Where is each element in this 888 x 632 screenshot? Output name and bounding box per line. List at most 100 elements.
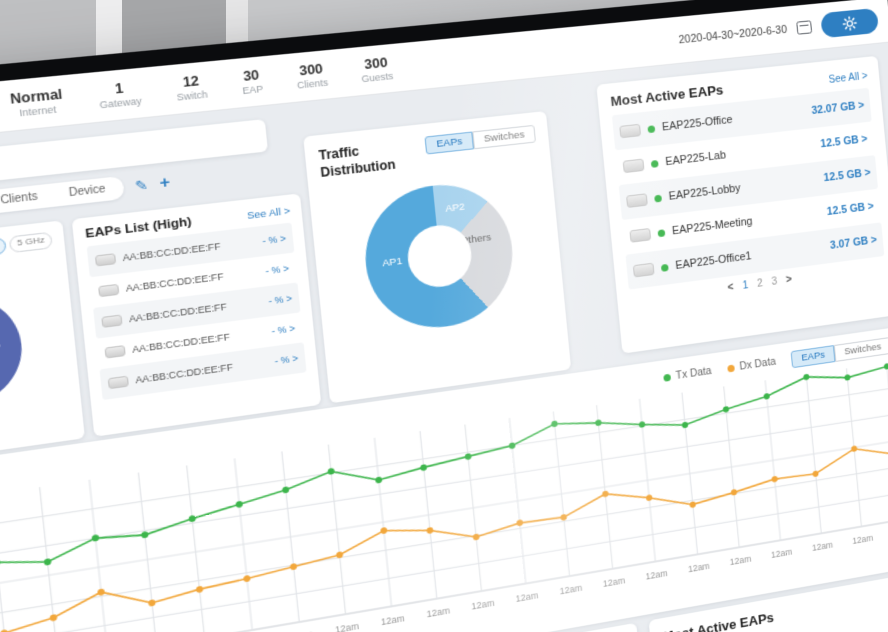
stat-label: Switch [176, 88, 209, 103]
data-point [730, 488, 738, 496]
eap-name: EAP225-Office [661, 113, 733, 134]
data-point [243, 574, 251, 583]
page-1[interactable]: 1 [742, 280, 749, 292]
stat-gateway: 1 Gateway [97, 79, 142, 110]
eap-value-link[interactable]: - % > [274, 352, 299, 367]
svg-text:12am: 12am [771, 547, 793, 560]
data-point [281, 486, 290, 494]
band-toggle: 2.4 GHz 5 GHz [0, 231, 53, 260]
data-point [560, 513, 568, 521]
eap-value-link[interactable]: - % > [261, 232, 287, 247]
data-point [551, 420, 558, 428]
add-widget-icon[interactable]: + [158, 173, 171, 193]
data-point [420, 463, 428, 472]
band-5ghz[interactable]: 5 GHz [9, 231, 53, 254]
access-point-icon [98, 283, 120, 298]
traffic-distribution-title: Traffic Distribution [318, 143, 397, 180]
eap-traffic-link[interactable]: 12.5 GB > [823, 166, 872, 185]
svg-text:12am: 12am [381, 613, 405, 627]
eap-traffic-link[interactable]: 12.5 GB > [820, 133, 869, 151]
settings-button[interactable] [820, 7, 879, 39]
eap-mac: AA:BB:CC:DD:EE:FF [122, 240, 221, 264]
data-point [601, 490, 609, 498]
traffic-distribution-card: Traffic Distribution EAPs Switches AP2 O… [303, 111, 572, 404]
data-point [771, 475, 778, 483]
eap-traffic-link[interactable]: 12.5 GB > [826, 200, 875, 219]
stat-value: 1 [114, 80, 125, 97]
data-point [43, 558, 52, 566]
tab-device[interactable]: Device [68, 183, 107, 200]
slice-label-ap1: AP1 [381, 255, 403, 270]
page-2[interactable]: 2 [756, 278, 764, 290]
eap-name: EAP225-Meeting [671, 215, 753, 238]
channel-utilization-donut: 60% 25% 15% 120 TOTAL [0, 291, 27, 414]
stat-clients: 300 Clients [295, 61, 329, 91]
stat-label: Internet [18, 103, 57, 119]
data-point [49, 613, 58, 622]
access-point-icon [104, 345, 126, 359]
access-point-icon [101, 314, 123, 328]
tab-clients[interactable]: Clients [0, 190, 39, 208]
data-point [812, 470, 819, 478]
most-active-see-all-link[interactable]: See All > [828, 70, 868, 86]
eap-mac: AA:BB:CC:DD:EE:FF [134, 361, 234, 386]
eap-value-link[interactable]: - % > [268, 292, 293, 307]
eap-value-link[interactable]: - % > [264, 262, 290, 277]
eap-mac: AA:BB:CC:DD:EE:FF [125, 270, 225, 294]
svg-text:12am: 12am [852, 533, 873, 546]
traffic-activities-card: Traffic Activities Tx Data Dx Data [0, 326, 888, 632]
status-dot [660, 263, 669, 272]
data-point [883, 363, 888, 370]
data-point [91, 534, 100, 542]
edit-icon[interactable]: ✎ [134, 175, 149, 194]
band-24ghz[interactable]: 2.4 GHz [0, 236, 8, 260]
svg-text:12am: 12am [426, 606, 450, 620]
data-point [689, 501, 697, 509]
eap-traffic-link[interactable]: 32.07 GB > [811, 99, 865, 118]
eaps-list-card: EAPs List (High) See All > AA:BB:CC:DD:E… [71, 193, 322, 437]
stat-label: EAP [241, 82, 264, 96]
data-point [327, 467, 335, 476]
eap-traffic-link[interactable]: 3.07 GB > [829, 233, 878, 252]
data-point [638, 421, 646, 429]
access-point-icon [626, 193, 648, 208]
next-page-button[interactable]: > [785, 274, 793, 286]
stat-value: 30 [242, 67, 260, 85]
eaps-list-see-all-link[interactable]: See All > [246, 205, 291, 223]
svg-text:12am: 12am [645, 568, 668, 581]
date-range[interactable]: 2020-04-30~2020-6-30 [678, 23, 788, 46]
calendar-icon[interactable] [796, 20, 813, 35]
svg-text:12am: 12am [688, 561, 710, 574]
eap-value-link[interactable]: - % > [271, 322, 296, 337]
top-header: P tp-link omada Normal Internet 1 Gatewa… [0, 0, 888, 159]
most-active-rows: EAP225-Office 32.07 GB > EAP225-Lab 12.5… [611, 87, 885, 290]
data-point [844, 374, 852, 381]
status-dot [647, 124, 656, 133]
status-dot [657, 228, 666, 237]
slice-label-ap2: AP2 [444, 200, 466, 215]
svg-text:12am: 12am [515, 590, 539, 604]
bottom-most-active-title: Most Active EAPs [661, 609, 775, 632]
tab-eaps[interactable]: EAPs [424, 131, 474, 155]
page-3[interactable]: 3 [771, 276, 778, 288]
legend-label: Tx Data [675, 365, 713, 383]
stat-label: Guests [360, 70, 394, 84]
stat-switch: 12 Switch [175, 73, 209, 103]
svg-text:12am: 12am [729, 554, 751, 567]
tab-switches[interactable]: Switches [472, 124, 537, 150]
channel-legend: High Medium Low [0, 398, 70, 436]
data-point [594, 419, 602, 427]
data-point [850, 445, 858, 453]
prev-page-button[interactable]: < [727, 281, 735, 294]
eap-name: EAP225-Lobby [668, 182, 741, 203]
data-point [645, 494, 653, 502]
data-point [188, 514, 197, 523]
traffic-activities-chart: 12am1am2am3am4am5am6am12am12am12am12am12… [0, 354, 888, 632]
access-point-icon [94, 253, 117, 267]
data-point [140, 531, 149, 539]
data-point [464, 452, 472, 461]
eap-mac: AA:BB:CC:DD:EE:FF [131, 331, 231, 356]
